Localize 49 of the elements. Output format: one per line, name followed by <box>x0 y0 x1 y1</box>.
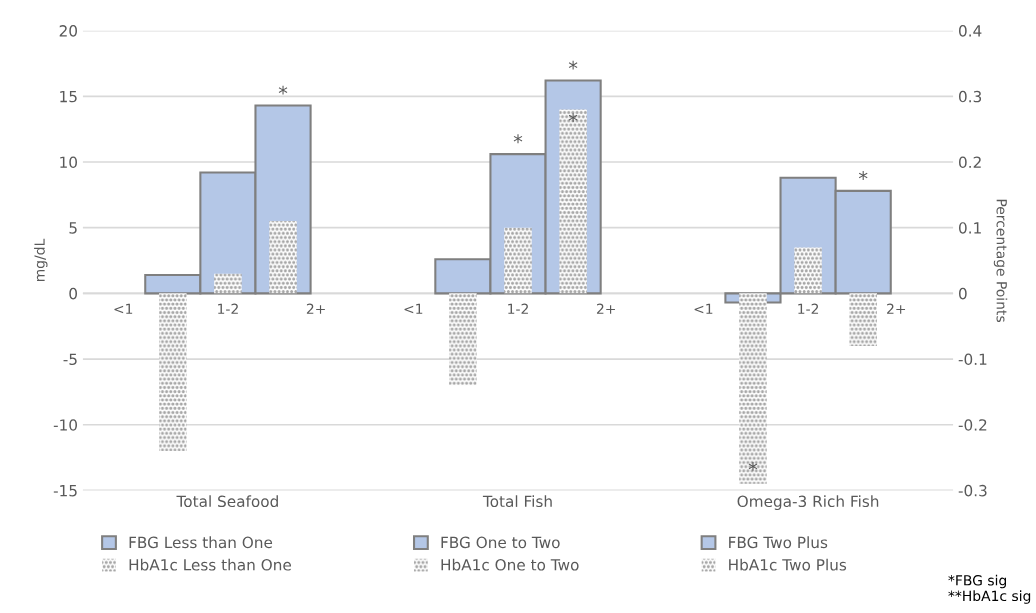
legend-label: HbA1c One to Two <box>441 558 579 571</box>
data-label: * <box>513 134 523 144</box>
bar <box>214 273 242 294</box>
y-tick-label: -10 <box>53 419 77 431</box>
bar <box>849 293 877 346</box>
y2-tick-label: 0.3 <box>958 90 982 103</box>
data-label: * <box>568 60 578 70</box>
legend-label: FBG Less than One <box>129 536 273 549</box>
annotation: 1-2 <box>798 303 819 314</box>
annotation: 1-2 <box>508 303 528 314</box>
y-tick-label: -5 <box>63 353 77 366</box>
annotation: 2+ <box>596 303 615 314</box>
data-label: * <box>568 113 578 123</box>
x-tick-label: Omega-3 Rich Fish <box>737 495 879 511</box>
annotation: <1 <box>404 303 423 314</box>
y-tick-label: 10 <box>60 156 77 169</box>
legend-label: FBG Two Plus <box>729 536 828 549</box>
text: **HbA1c sig <box>948 590 1031 604</box>
legend-label: HbA1c Two Plus <box>729 558 847 571</box>
annotation: 2+ <box>306 303 325 314</box>
data-label: * <box>858 171 868 180</box>
annotation: 2+ <box>887 303 906 314</box>
y2-tick-label: 0.4 <box>958 25 982 37</box>
data-label: * <box>748 461 758 471</box>
y2-axis-title: Percentage Points <box>993 199 1008 322</box>
y-axis-title: mg/dL <box>34 238 48 282</box>
y-tick-label: 0 <box>69 287 77 300</box>
y2-tick-label: 0.2 <box>958 156 981 169</box>
x-tick-label: Total Fish <box>482 495 552 508</box>
bar <box>269 221 297 294</box>
legend-label: FBG One to Two <box>441 536 560 549</box>
bar <box>504 227 532 294</box>
annotation: <1 <box>114 303 133 314</box>
bar <box>794 247 822 294</box>
x-tick-label: Total Seafood <box>176 495 278 508</box>
y2-tick-label: -0.2 <box>958 419 987 431</box>
y2-tick-label: 0 <box>958 287 967 300</box>
data-label: * <box>278 85 288 95</box>
y-tick-label: 5 <box>69 222 77 234</box>
annotation: 1-2 <box>218 303 238 314</box>
y2-tick-label: 0.1 <box>958 222 981 234</box>
y-tick-label: 15 <box>60 90 77 103</box>
y-tick-label: 20 <box>59 25 77 37</box>
y2-tick-label: -0.3 <box>958 484 987 497</box>
y2-tick-label: -0.1 <box>958 353 987 366</box>
text: *FBG sig <box>948 574 1006 589</box>
annotation: <1 <box>694 303 713 314</box>
legend-label: HbA1c Less than One <box>129 558 291 571</box>
y-tick-label: -15 <box>53 485 77 497</box>
